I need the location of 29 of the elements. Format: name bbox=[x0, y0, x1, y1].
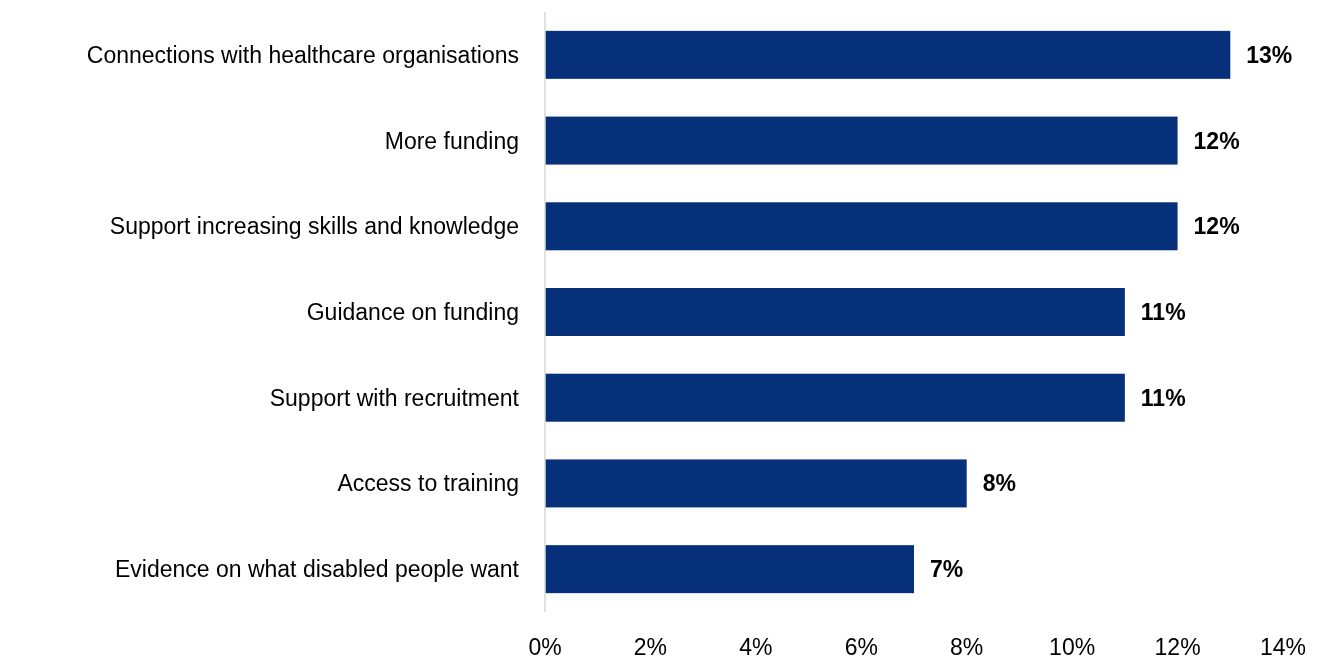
data-label: 12% bbox=[1193, 127, 1240, 154]
bar bbox=[545, 545, 914, 594]
bar bbox=[545, 202, 1178, 251]
data-label: 11% bbox=[1140, 299, 1186, 326]
x-tick-label: 10% bbox=[1049, 634, 1096, 660]
bar bbox=[545, 373, 1125, 422]
data-label: 8% bbox=[982, 470, 1016, 497]
data-label: 13% bbox=[1246, 41, 1293, 68]
x-tick-label: 14% bbox=[1259, 634, 1307, 660]
data-label: 7% bbox=[930, 556, 964, 583]
x-tick-label: 4% bbox=[739, 634, 773, 660]
y-tick-label: Access to training bbox=[337, 470, 519, 497]
bar bbox=[545, 288, 1125, 336]
y-tick-label: Evidence on what disabled people want bbox=[114, 556, 520, 583]
y-tick-label: More funding bbox=[384, 127, 519, 154]
bar bbox=[545, 116, 1178, 165]
x-tick-label: 0% bbox=[528, 634, 562, 660]
y-tick-label: Guidance on funding bbox=[306, 299, 519, 326]
bar bbox=[545, 30, 1231, 79]
x-tick-label: 2% bbox=[633, 634, 668, 660]
y-tick-label: Support increasing skills and knowledge bbox=[109, 213, 519, 240]
data-label: 12% bbox=[1193, 213, 1240, 240]
x-tick-label: 8% bbox=[950, 634, 984, 660]
x-tick-label: 12% bbox=[1154, 634, 1201, 660]
x-tick-label: 6% bbox=[844, 634, 878, 660]
y-tick-label: Support with recruitment bbox=[269, 384, 520, 411]
y-tick-label: Connections with healthcare organisations bbox=[86, 41, 519, 68]
data-label: 11% bbox=[1140, 384, 1186, 411]
bar bbox=[545, 459, 967, 508]
